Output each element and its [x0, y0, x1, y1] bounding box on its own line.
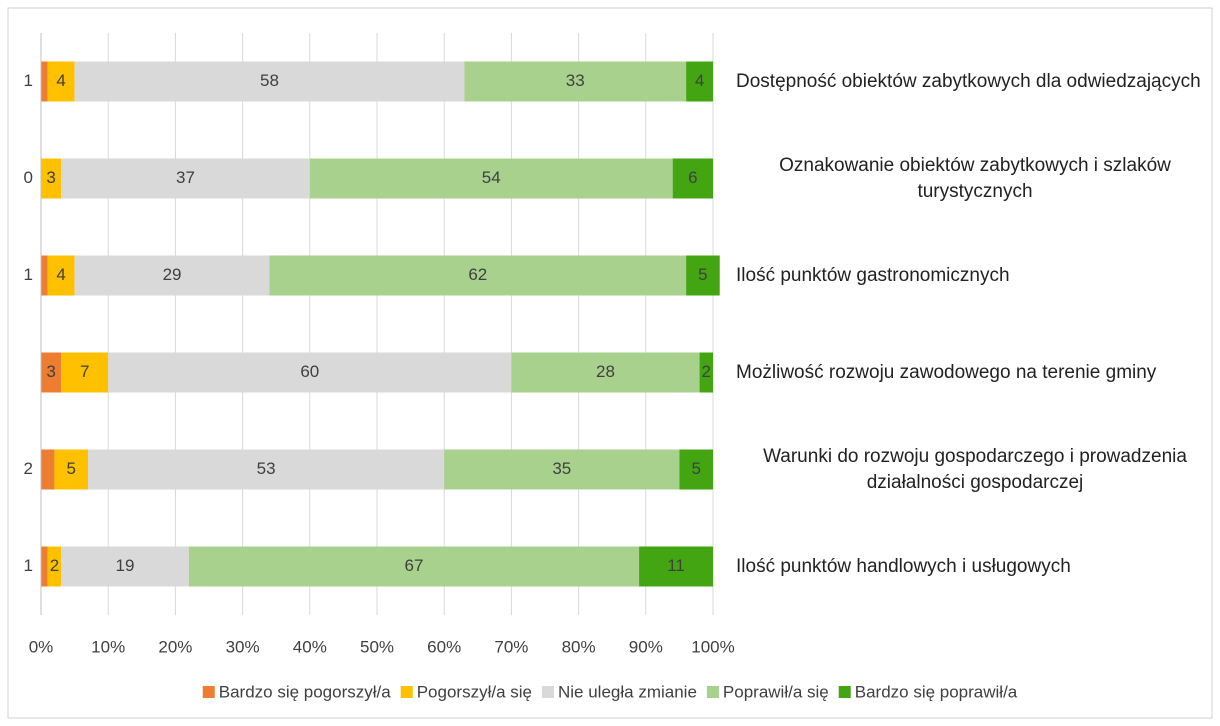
- data-label: 5: [67, 459, 76, 478]
- x-tick-label: 10%: [91, 637, 125, 656]
- category-label: Oznakowanie obiektów zabytkowych i szlak…: [779, 154, 1171, 202]
- legend-label: Bardzo się poprawił/a: [855, 682, 1018, 701]
- legend-label: Bardzo się pogorszył/a: [219, 682, 392, 701]
- data-label: 1: [24, 265, 33, 284]
- x-tick-label: 0%: [29, 637, 54, 656]
- bar-segment: [444, 449, 680, 490]
- legend-swatch: [202, 686, 215, 698]
- legend-label: Nie uległa zmianie: [558, 682, 697, 701]
- data-label: 29: [163, 265, 182, 284]
- bar-segment: [41, 158, 62, 199]
- bar-segment: [74, 61, 465, 102]
- legend-label: Pogorszył/a się: [417, 682, 532, 701]
- x-tick-label: 20%: [158, 637, 192, 656]
- data-label: 2: [50, 556, 59, 575]
- data-label: 4: [695, 71, 704, 90]
- bar-segment: [47, 61, 75, 102]
- bar-segment: [41, 61, 48, 102]
- data-label: 67: [404, 556, 423, 575]
- bar-segment: [679, 449, 713, 490]
- legend-label: Poprawił/a się: [723, 682, 829, 701]
- bar-segment: [74, 255, 270, 296]
- bar-segment: [47, 255, 75, 296]
- bar-segment: [686, 255, 720, 296]
- bar-segment: [41, 546, 48, 587]
- x-tick-label: 80%: [562, 637, 596, 656]
- bar-segment: [41, 449, 55, 490]
- data-label: 5: [698, 265, 707, 284]
- bar-segment: [61, 158, 310, 199]
- data-label: 28: [596, 362, 615, 381]
- bar-segment: [686, 61, 713, 102]
- data-label: 37: [176, 168, 195, 187]
- data-label: 2: [24, 459, 33, 478]
- bar-segment: [672, 158, 713, 199]
- data-label: 58: [260, 71, 279, 90]
- data-label: 4: [56, 71, 65, 90]
- data-label: 19: [116, 556, 135, 575]
- data-label: 2: [702, 362, 711, 381]
- data-label: 35: [552, 459, 571, 478]
- bar-segment: [41, 255, 48, 296]
- data-label: 7: [80, 362, 89, 381]
- data-label: 54: [482, 168, 501, 187]
- legend-swatch: [542, 686, 554, 698]
- data-label: 3: [46, 362, 55, 381]
- x-tick-label: 30%: [226, 637, 260, 656]
- category-label: Dostępność obiektów zabytkowych dla odwi…: [736, 70, 1201, 92]
- category-label: Ilość punktów gastronomicznych: [736, 264, 1010, 286]
- bar-segment: [61, 352, 109, 393]
- data-label: 53: [257, 459, 276, 478]
- bar-segment: [88, 449, 445, 490]
- category-label: Ilość punktów handlowych i usługowych: [736, 555, 1071, 577]
- data-label: 5: [691, 459, 700, 478]
- x-tick-label: 50%: [360, 637, 394, 656]
- x-tick-label: 70%: [494, 637, 528, 656]
- bar-segment: [47, 546, 62, 587]
- x-tick-label: 100%: [691, 637, 734, 656]
- category-label: Możliwość rozwoju zawodowego na terenie …: [736, 361, 1157, 383]
- data-label: 0: [24, 168, 33, 187]
- data-label: 60: [300, 362, 319, 381]
- bar-segment: [54, 449, 89, 490]
- data-label: 1: [24, 71, 33, 90]
- data-label: 62: [468, 265, 487, 284]
- bar-segment: [269, 255, 687, 296]
- data-label: 11: [667, 556, 685, 575]
- data-label: 6: [688, 168, 697, 187]
- bar-segment: [699, 352, 713, 393]
- data-label: 3: [46, 168, 55, 187]
- bar-segment: [464, 61, 687, 102]
- bar-segment: [309, 158, 673, 199]
- category-label: Warunki do rozwoju gospodarczego i prowa…: [763, 445, 1187, 493]
- legend-swatch: [400, 686, 413, 698]
- legend-swatch: [838, 686, 851, 698]
- legend-swatch: [706, 686, 719, 698]
- x-tick-label: 90%: [629, 637, 663, 656]
- bar-segment: [639, 546, 713, 587]
- bar-segment: [188, 546, 640, 587]
- x-tick-label: 40%: [293, 637, 327, 656]
- data-label: 33: [566, 71, 585, 90]
- bar-segment: [61, 546, 189, 587]
- bar-segment: [108, 352, 512, 393]
- data-label: 1: [24, 556, 33, 575]
- bar-segment: [41, 352, 62, 393]
- x-tick-label: 60%: [427, 637, 461, 656]
- bar-segment: [511, 352, 700, 393]
- data-label: 4: [56, 265, 65, 284]
